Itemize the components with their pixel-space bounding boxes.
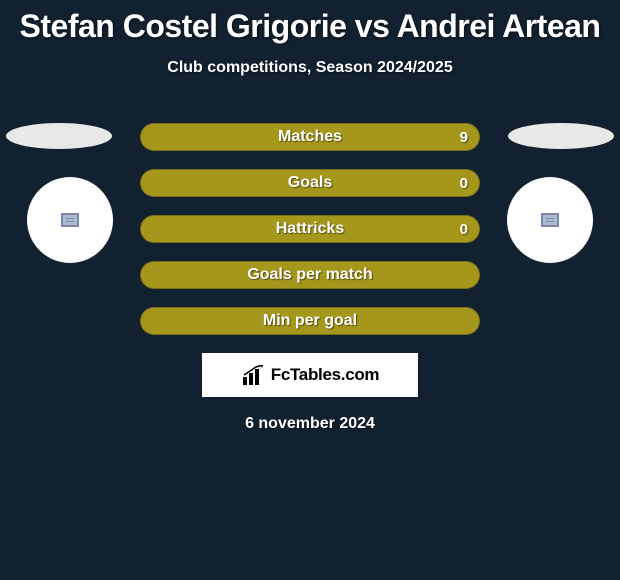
player1-name: Stefan Costel Grigorie	[20, 8, 347, 44]
club-crest-icon	[61, 213, 79, 227]
left-ellipse-decoration	[6, 123, 112, 149]
bar-label: Hattricks	[276, 220, 344, 238]
left-club-badge	[27, 177, 113, 263]
bar-value-right: 9	[460, 129, 468, 146]
stat-bar-hattricks: Hattricks 0	[140, 215, 480, 243]
page-title: Stefan Costel Grigorie vs Andrei Artean	[0, 0, 620, 45]
stat-bar-goals: Goals 0	[140, 169, 480, 197]
right-ellipse-decoration	[508, 123, 614, 149]
right-club-badge	[507, 177, 593, 263]
stat-bars: Matches 9 Goals 0 Hattricks 0 Goals per match M…	[140, 123, 480, 335]
brand-text: FcTables.com	[271, 365, 380, 385]
brand-box: FcTables.com	[202, 353, 418, 397]
fctables-logo-icon	[241, 365, 267, 385]
subtitle: Club competitions, Season 2024/2025	[0, 59, 620, 77]
stat-bar-goals-per-match: Goals per match	[140, 261, 480, 289]
bar-label: Matches	[278, 128, 342, 146]
bar-label: Min per goal	[263, 312, 357, 330]
club-crest-icon	[541, 213, 559, 227]
player2-name: Andrei Artean	[397, 8, 601, 44]
vs-text: vs	[355, 8, 390, 44]
date-line: 6 november 2024	[0, 415, 620, 433]
stat-bar-matches: Matches 9	[140, 123, 480, 151]
bar-value-right: 0	[460, 221, 468, 238]
chart-area: Matches 9 Goals 0 Hattricks 0 Goals per match M…	[0, 123, 620, 335]
stat-bar-min-per-goal: Min per goal	[140, 307, 480, 335]
bar-label: Goals	[288, 174, 332, 192]
bar-label: Goals per match	[247, 266, 372, 284]
bar-value-right: 0	[460, 175, 468, 192]
